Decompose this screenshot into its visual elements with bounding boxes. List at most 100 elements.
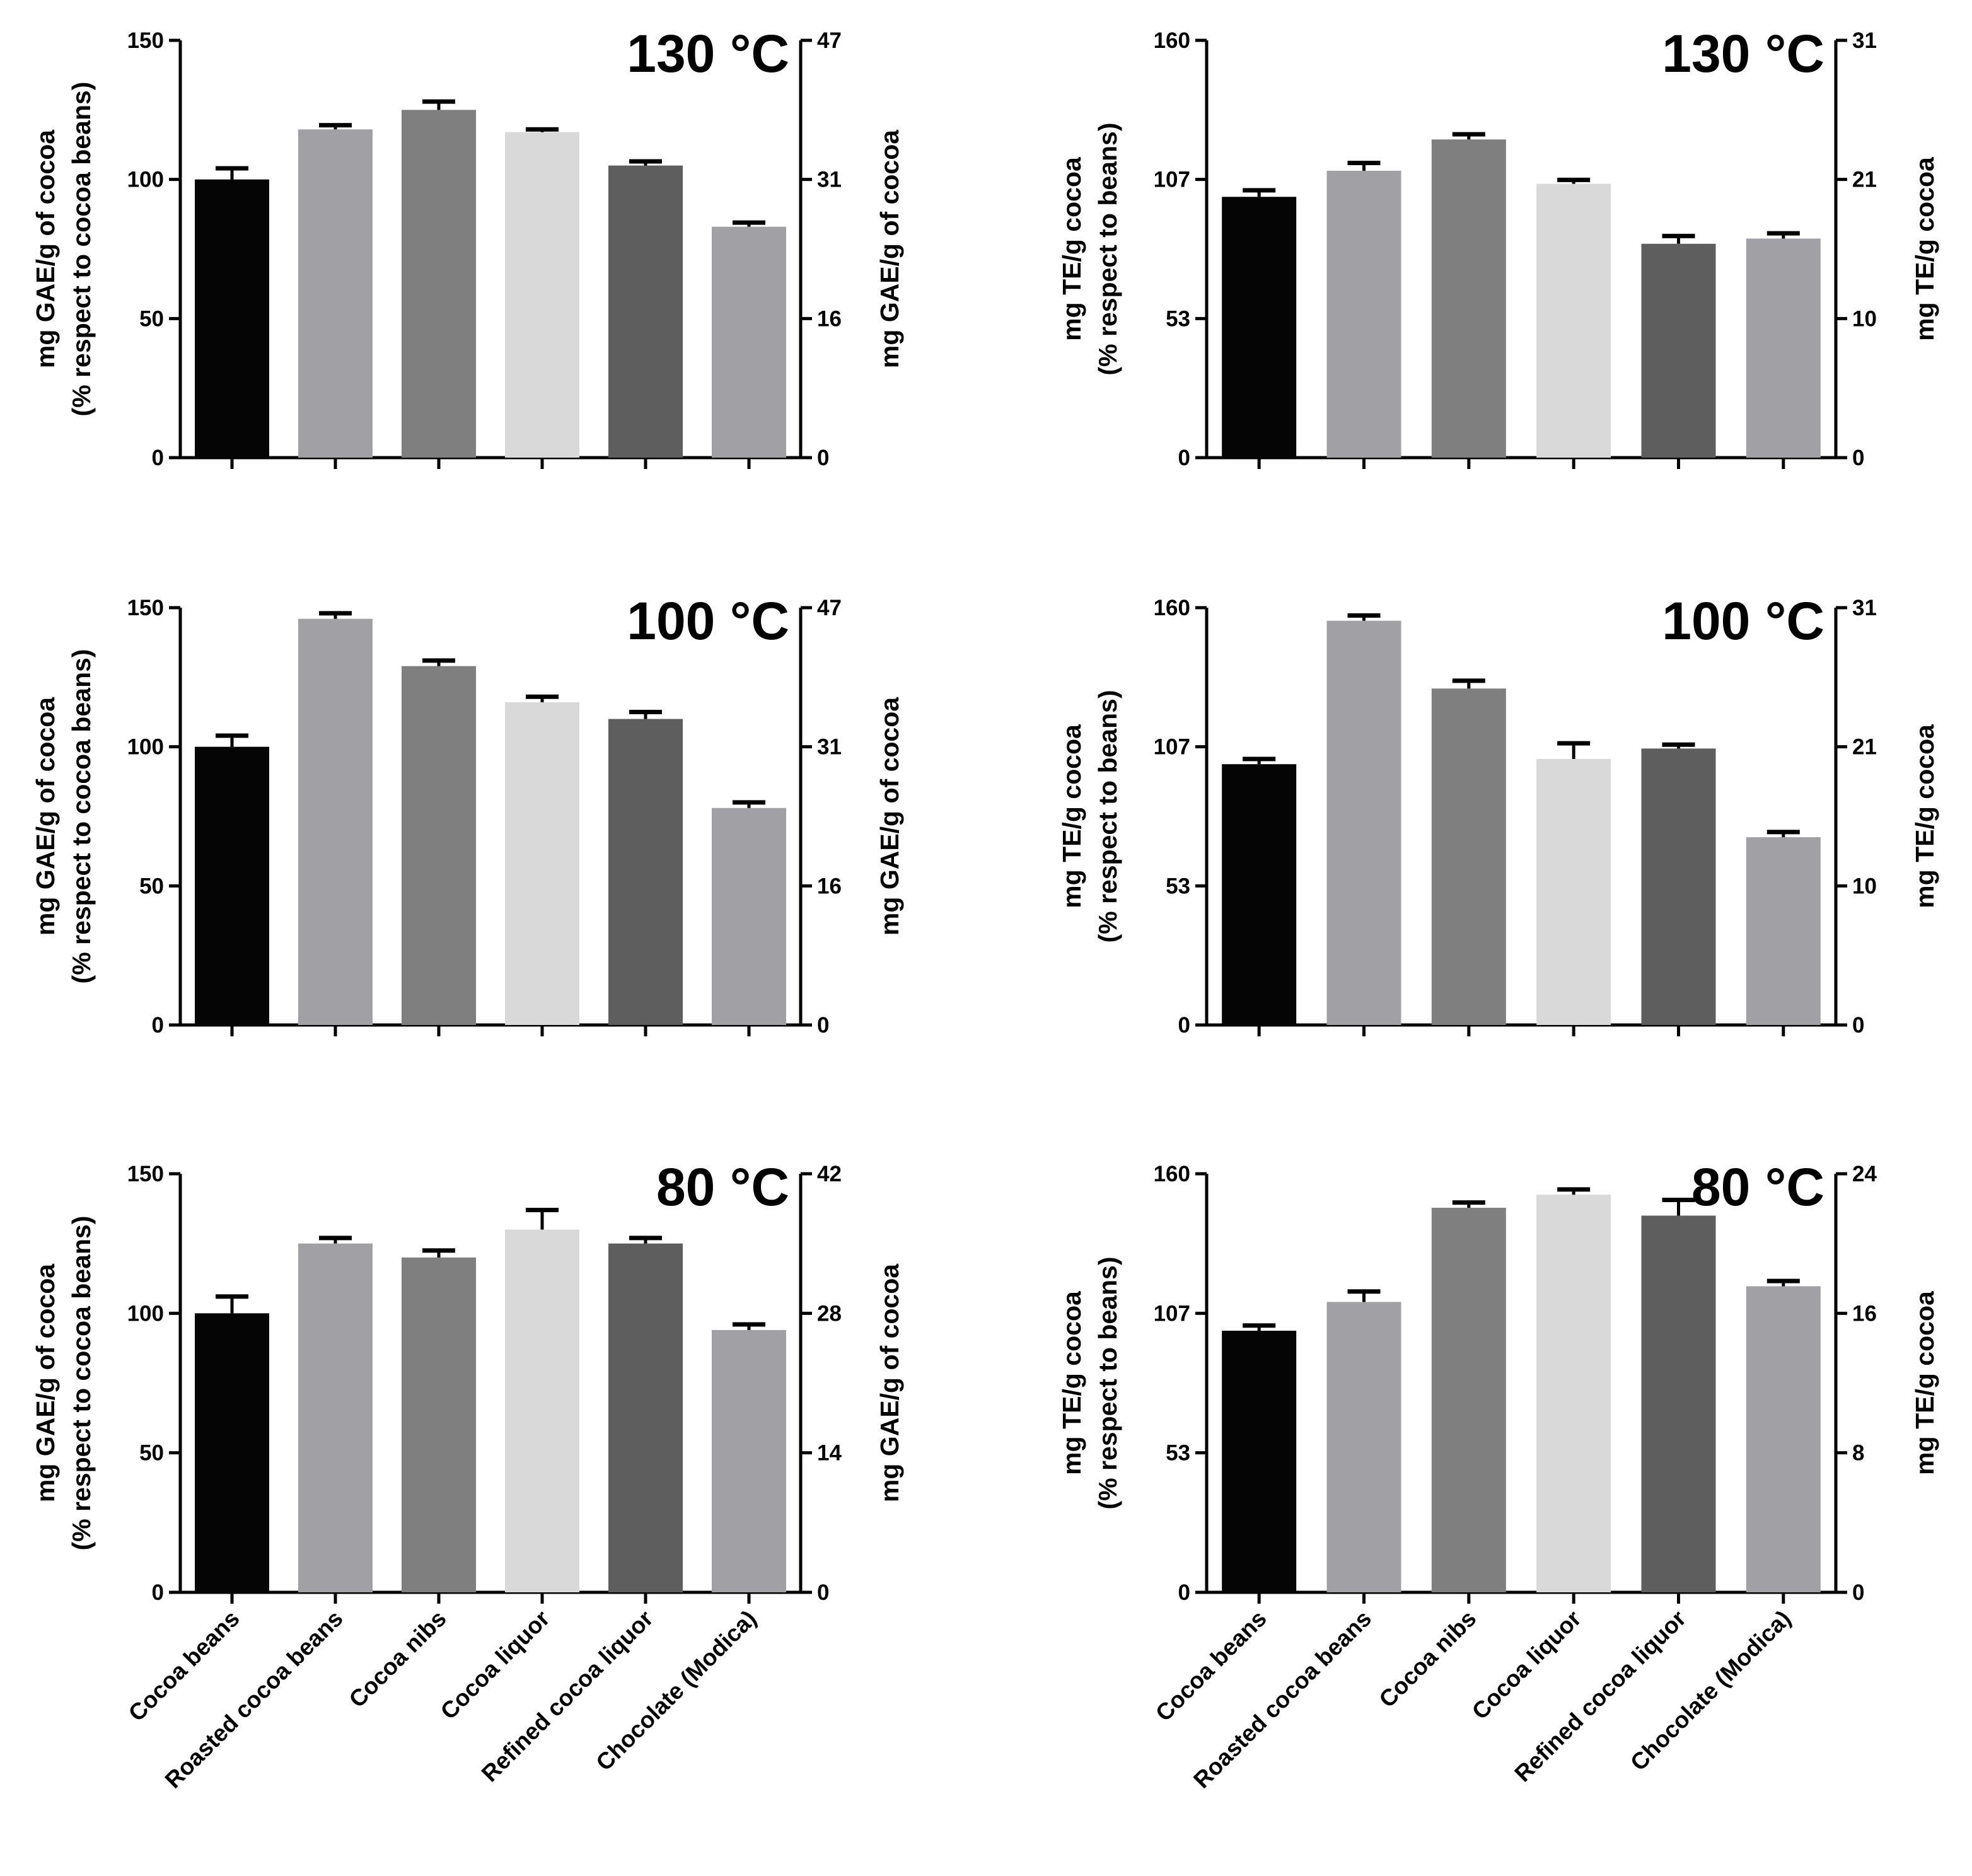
right-tick-label: 28	[817, 1301, 842, 1326]
right-tick-label: 21	[1852, 735, 1877, 760]
right-tick-label: 10	[1852, 306, 1877, 331]
right-axis-title: mg TE/g cocoa	[1910, 1290, 1939, 1475]
left-axis-title: mg TE/g cocoa	[1057, 1290, 1086, 1475]
bar	[195, 1313, 269, 1592]
right-tick-label: 47	[817, 596, 842, 620]
left-axis-title: mg TE/g cocoa	[1057, 156, 1086, 341]
bar	[608, 1243, 683, 1592]
temperature-label: 130 °C	[1662, 24, 1824, 83]
left-axis-title: mg GAE/g of cocoa	[31, 697, 60, 935]
category-label: Refined cocoa liquor	[1509, 1606, 1691, 1787]
right-tick-label: 31	[817, 735, 842, 760]
left-tick-label: 53	[1166, 1441, 1190, 1466]
bar	[402, 110, 476, 458]
bar	[1222, 197, 1297, 458]
right-axis-title: mg TE/g cocoa	[1910, 156, 1939, 341]
temperature-label: 80 °C	[656, 1157, 789, 1217]
right-tick-label: 16	[817, 874, 842, 898]
right-tick-label: 0	[817, 1013, 829, 1038]
left-tick-label: 0	[152, 446, 164, 470]
bar	[1536, 183, 1611, 458]
right-tick-label: 0	[817, 1580, 829, 1605]
bar	[1536, 758, 1611, 1025]
right-axis-title: mg GAE/g of cocoa	[875, 129, 904, 368]
left-axis-subtitle: (% respect to beans)	[1093, 690, 1122, 943]
bar	[402, 666, 476, 1025]
category-label: Cocoa beans	[1151, 1606, 1272, 1727]
right-tick-label: 47	[817, 28, 842, 53]
left-axis-title: mg GAE/g of cocoa	[31, 1263, 60, 1502]
left-tick-label: 150	[127, 1162, 164, 1186]
category-label: Cocoa nibs	[344, 1606, 451, 1713]
right-tick-label: 31	[1852, 28, 1877, 53]
left-tick-label: 0	[152, 1580, 164, 1605]
bar	[195, 746, 269, 1025]
left-tick-label: 100	[127, 168, 164, 192]
bar	[1326, 620, 1401, 1025]
left-tick-label: 107	[1154, 735, 1190, 760]
left-tick-label: 0	[1178, 1580, 1190, 1605]
right-tick-label: 16	[817, 306, 842, 331]
right-tick-label: 0	[1852, 446, 1864, 470]
category-label: Cocoa liquor	[436, 1606, 555, 1725]
left-axis-title: mg TE/g cocoa	[1057, 724, 1086, 908]
left-axis-subtitle: (% respect to cocoa beans)	[67, 649, 96, 984]
left-tick-label: 53	[1166, 306, 1190, 331]
left-tick-label: 53	[1166, 874, 1190, 898]
right-tick-label: 8	[1852, 1441, 1864, 1466]
bar	[1222, 1331, 1297, 1592]
bar	[1641, 1215, 1716, 1592]
right-tick-label: 10	[1852, 874, 1877, 898]
right-axis-title: mg GAE/g of cocoa	[875, 697, 904, 935]
bar	[1641, 243, 1716, 458]
left-tick-label: 160	[1154, 596, 1190, 620]
right-tick-label: 0	[1852, 1580, 1864, 1605]
bar	[298, 618, 373, 1025]
left-tick-label: 50	[139, 306, 164, 331]
left-axis-subtitle: (% respect to beans)	[1093, 1257, 1122, 1510]
left-axis-subtitle: (% respect to beans)	[1093, 123, 1122, 376]
bar	[1641, 748, 1716, 1025]
bar	[505, 702, 579, 1025]
left-axis-subtitle: (% respect to cocoa beans)	[67, 1216, 96, 1551]
bar	[1746, 1286, 1821, 1592]
left-tick-label: 0	[1178, 1013, 1190, 1038]
bar	[1536, 1195, 1611, 1592]
bar	[298, 1243, 373, 1592]
right-axis-title: mg TE/g cocoa	[1910, 724, 1939, 908]
bar	[505, 132, 579, 458]
category-label: Refined cocoa liquor	[477, 1606, 658, 1787]
left-tick-label: 50	[139, 1441, 164, 1466]
temperature-label: 130 °C	[627, 24, 789, 83]
bar	[712, 1329, 786, 1592]
bar	[1431, 688, 1506, 1025]
temperature-label: 100 °C	[1662, 591, 1824, 651]
bar	[402, 1257, 476, 1592]
bar	[1222, 764, 1297, 1025]
left-tick-label: 100	[127, 1301, 164, 1326]
right-tick-label: 16	[1852, 1301, 1877, 1326]
left-axis-subtitle: (% respect to cocoa beans)	[67, 82, 96, 417]
left-tick-label: 50	[139, 874, 164, 898]
temperature-label: 80 °C	[1691, 1157, 1824, 1217]
bar	[712, 808, 786, 1025]
category-label: Cocoa nibs	[1374, 1606, 1481, 1713]
left-tick-label: 107	[1154, 168, 1190, 192]
right-tick-label: 31	[817, 168, 842, 192]
bar	[1746, 238, 1821, 458]
left-tick-label: 160	[1154, 1162, 1190, 1186]
bar	[505, 1229, 579, 1592]
bar	[1431, 139, 1506, 458]
left-tick-label: 0	[152, 1013, 164, 1038]
bar	[608, 719, 683, 1025]
bar	[1746, 837, 1821, 1025]
right-tick-label: 24	[1852, 1162, 1877, 1186]
left-tick-label: 150	[127, 28, 164, 53]
temperature-label: 100 °C	[627, 591, 789, 651]
